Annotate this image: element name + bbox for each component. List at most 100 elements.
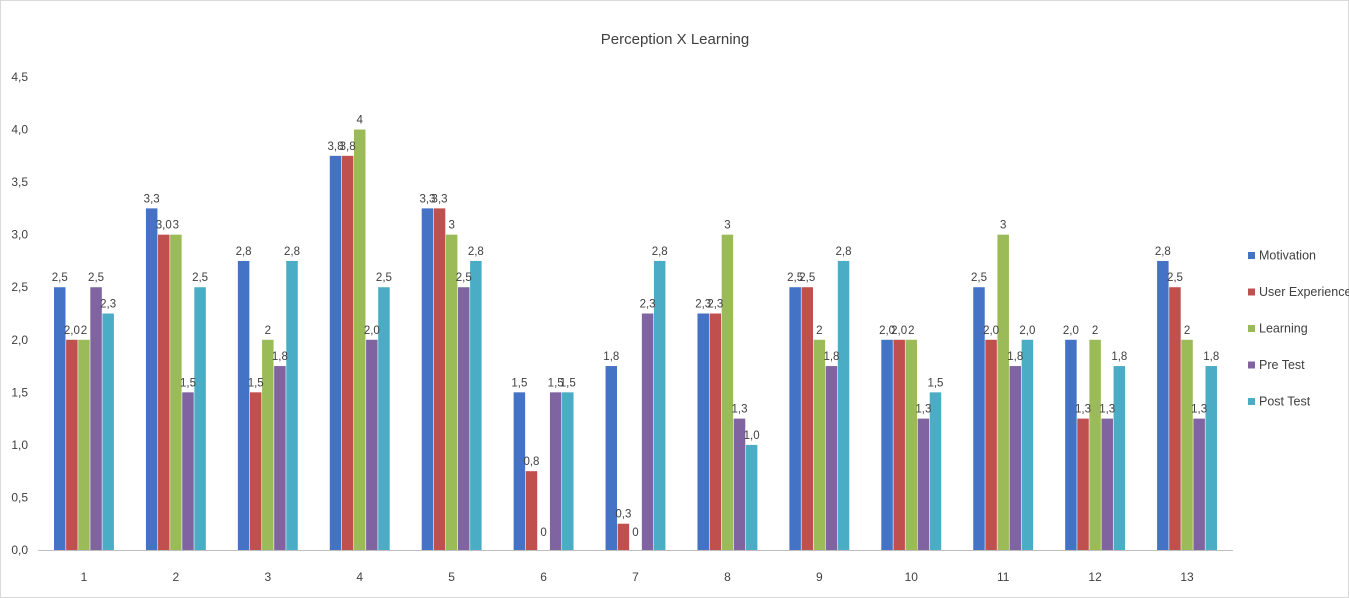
bar-user-experience	[341, 155, 354, 551]
bar-user-experience	[1077, 418, 1089, 550]
bar-learning	[1181, 339, 1193, 550]
data-label: 2,0	[364, 325, 380, 337]
data-label: 2,0	[64, 325, 80, 337]
x-tick-label: 11	[997, 570, 1010, 584]
bar-user-experience	[709, 313, 722, 550]
bar-pre-test	[182, 392, 194, 550]
data-label: 3	[724, 220, 730, 232]
bar-user-experience	[525, 471, 538, 550]
y-tick-label: 2,5	[11, 280, 28, 294]
data-label: 1,8	[272, 351, 288, 363]
bar-pre-test	[274, 366, 286, 550]
x-tick-label: 8	[724, 570, 731, 584]
bar-motivation	[145, 208, 158, 550]
bar-pre-test	[366, 339, 378, 550]
data-label: 2	[908, 325, 914, 337]
y-axis-labels: 0,0 0,5 1,0 1,5 2,0 2,5 3,0 3,5 4,0 4,5	[11, 70, 28, 557]
data-label: 1,5	[511, 377, 527, 389]
data-label: 2,5	[971, 272, 987, 284]
x-axis-labels: 1 2 3 4 5 6 7 8 9 10 11 12 13	[81, 570, 1194, 584]
bar-learning	[262, 339, 274, 550]
x-tick-label: 1	[81, 570, 88, 584]
data-label: 0	[540, 527, 546, 539]
data-label: 3	[448, 220, 454, 232]
data-label: 2,8	[468, 246, 484, 258]
bar-motivation	[329, 155, 342, 551]
data-label: 2,3	[695, 299, 711, 311]
bar-pre-test	[641, 313, 654, 550]
bar-pre-test	[1101, 418, 1113, 550]
data-label: 1,5	[548, 377, 564, 389]
bar-learning	[905, 339, 918, 550]
y-tick-label: 1,5	[11, 385, 28, 399]
data-label: 2,0	[879, 325, 895, 337]
bar-user-experience	[1169, 287, 1181, 550]
data-label: 1,8	[823, 351, 839, 363]
bar-user-experience	[158, 234, 170, 550]
chart-title: Perception X Learning	[601, 31, 749, 48]
data-label: 1,5	[180, 377, 196, 389]
y-tick-label: 1,0	[11, 438, 28, 452]
data-label: 2	[816, 325, 822, 337]
data-label: 3,3	[419, 193, 435, 205]
bar-post-test	[1113, 366, 1126, 550]
data-label: 2,8	[836, 246, 852, 258]
data-label: 0	[632, 527, 638, 539]
data-label: 3	[173, 220, 179, 232]
bar-pre-test	[733, 418, 746, 550]
data-label: 2,3	[707, 299, 723, 311]
bar-pre-test	[825, 366, 838, 550]
data-label: 3	[1000, 220, 1006, 232]
data-label: 1,5	[248, 377, 264, 389]
data-label: 2,0	[891, 325, 907, 337]
bar-post-test	[562, 392, 574, 550]
x-tick-label: 5	[448, 570, 455, 584]
data-label: 2,0	[1063, 325, 1079, 337]
bar-learning	[353, 129, 366, 551]
bar-user-experience	[985, 339, 997, 550]
data-label: 0,8	[523, 456, 539, 468]
bar-motivation	[421, 208, 434, 550]
bar-post-test	[929, 392, 942, 550]
bar-motivation	[1065, 339, 1077, 550]
legend-swatch	[1248, 325, 1255, 332]
data-labels: 2,52,0 22,52,33,33,0 31,52,52,81,521,82,83…	[52, 115, 1219, 539]
data-label: 3,3	[432, 193, 448, 205]
x-tick-label: 3	[264, 570, 271, 584]
data-label: 2,0	[983, 325, 999, 337]
data-label: 2,5	[192, 272, 208, 284]
data-label: 2,5	[1167, 272, 1183, 284]
bar-pre-test	[90, 287, 102, 550]
bar-learning	[445, 234, 458, 550]
data-label: 2,5	[799, 272, 815, 284]
bar-motivation	[54, 287, 66, 550]
bar-user-experience	[66, 339, 78, 550]
legend-swatch	[1248, 361, 1255, 369]
bar-post-test	[194, 287, 206, 550]
bar-post-test	[745, 444, 758, 550]
data-label: 1,3	[1099, 404, 1115, 416]
bar-user-experience	[893, 339, 905, 550]
bar-post-test	[653, 260, 666, 550]
data-label: 1,8	[1111, 351, 1127, 363]
data-label: 2,3	[100, 299, 116, 311]
bar-post-test	[1205, 366, 1217, 550]
bar-post-test	[286, 260, 298, 550]
legend-label: Learning	[1259, 322, 1308, 336]
data-label: 1,8	[1007, 351, 1023, 363]
legend: Motivation User Experience Learning Pre Tes…	[1248, 249, 1349, 409]
bar-motivation	[789, 287, 801, 550]
data-label: 2,5	[88, 272, 104, 284]
x-tick-label: 10	[905, 570, 919, 584]
bar-learning	[1089, 339, 1101, 550]
bar-motivation	[881, 339, 893, 550]
data-label: 2,8	[236, 246, 252, 258]
data-label: 2,5	[376, 272, 392, 284]
x-tick-label: 7	[632, 570, 639, 584]
data-label: 1,5	[927, 377, 943, 389]
data-label: 2	[1092, 325, 1098, 337]
x-tick-label: 4	[356, 570, 363, 584]
data-label: 1,3	[732, 404, 748, 416]
bar-motivation	[605, 366, 618, 550]
data-label: 2,5	[787, 272, 803, 284]
